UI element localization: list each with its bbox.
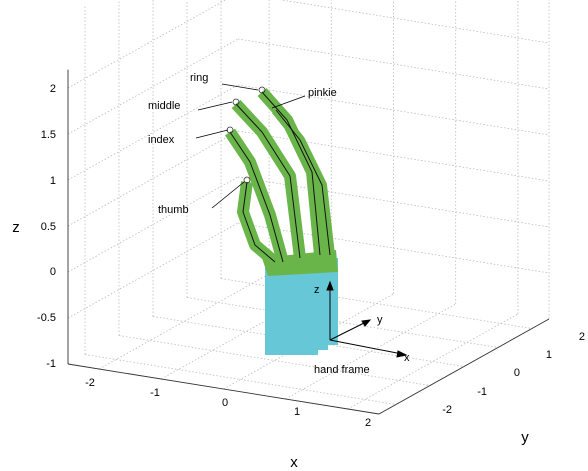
y-tick-label: -2 [442, 404, 452, 416]
finger-label: pinkie [308, 87, 337, 99]
grid-line [99, 274, 269, 369]
finger-label: thumb [158, 204, 189, 216]
x-tick-label: 0 [222, 397, 228, 409]
hand-model [196, 84, 406, 357]
y-tick-label: 1 [546, 349, 552, 361]
frame-label: hand frame [314, 364, 370, 376]
grid-line [187, 298, 498, 348]
grid-line [85, 355, 396, 405]
z-tick-label: 0 [50, 266, 56, 278]
z-axis-label: z [12, 219, 20, 236]
frame-axis-label: y [377, 314, 383, 326]
hand-plot: -2 -1 0 1 2 -2 -1 0 1 2 -1 -0.5 0 0.5 1 1.5 2 x y z ring midd… [0, 0, 588, 471]
z-tick-label: -0.5 [37, 312, 56, 324]
x-tick-label: -2 [85, 377, 95, 389]
axis-edge [379, 319, 549, 414]
frame-axis-label: z [314, 284, 320, 296]
z-tick-label: 1.5 [41, 129, 56, 141]
x-tick-label: 2 [365, 417, 371, 429]
x-tick-label: 1 [294, 406, 300, 418]
z-tick-label: 2 [50, 83, 56, 95]
grid-line [238, 39, 549, 89]
y-tick-label: 0 [514, 367, 520, 379]
y-axis-label: y [521, 429, 529, 446]
frame-arrows [327, 282, 406, 357]
x-tick-label: -1 [150, 387, 160, 399]
frame-axis-label: x [404, 352, 410, 364]
fingers [230, 92, 330, 262]
y-tick-label: -1 [477, 386, 487, 398]
y-tick-label: 2 [579, 331, 585, 343]
finger-label: ring [190, 72, 208, 84]
finger-label: middle [148, 100, 180, 112]
z-tick-label: 1 [50, 175, 56, 187]
grid-line [348, 314, 518, 409]
finger-label: index [148, 134, 175, 146]
z-tick-label: 0.5 [41, 221, 56, 233]
x-axis-label: x [290, 454, 298, 471]
z-tick-label: -1 [46, 358, 56, 370]
